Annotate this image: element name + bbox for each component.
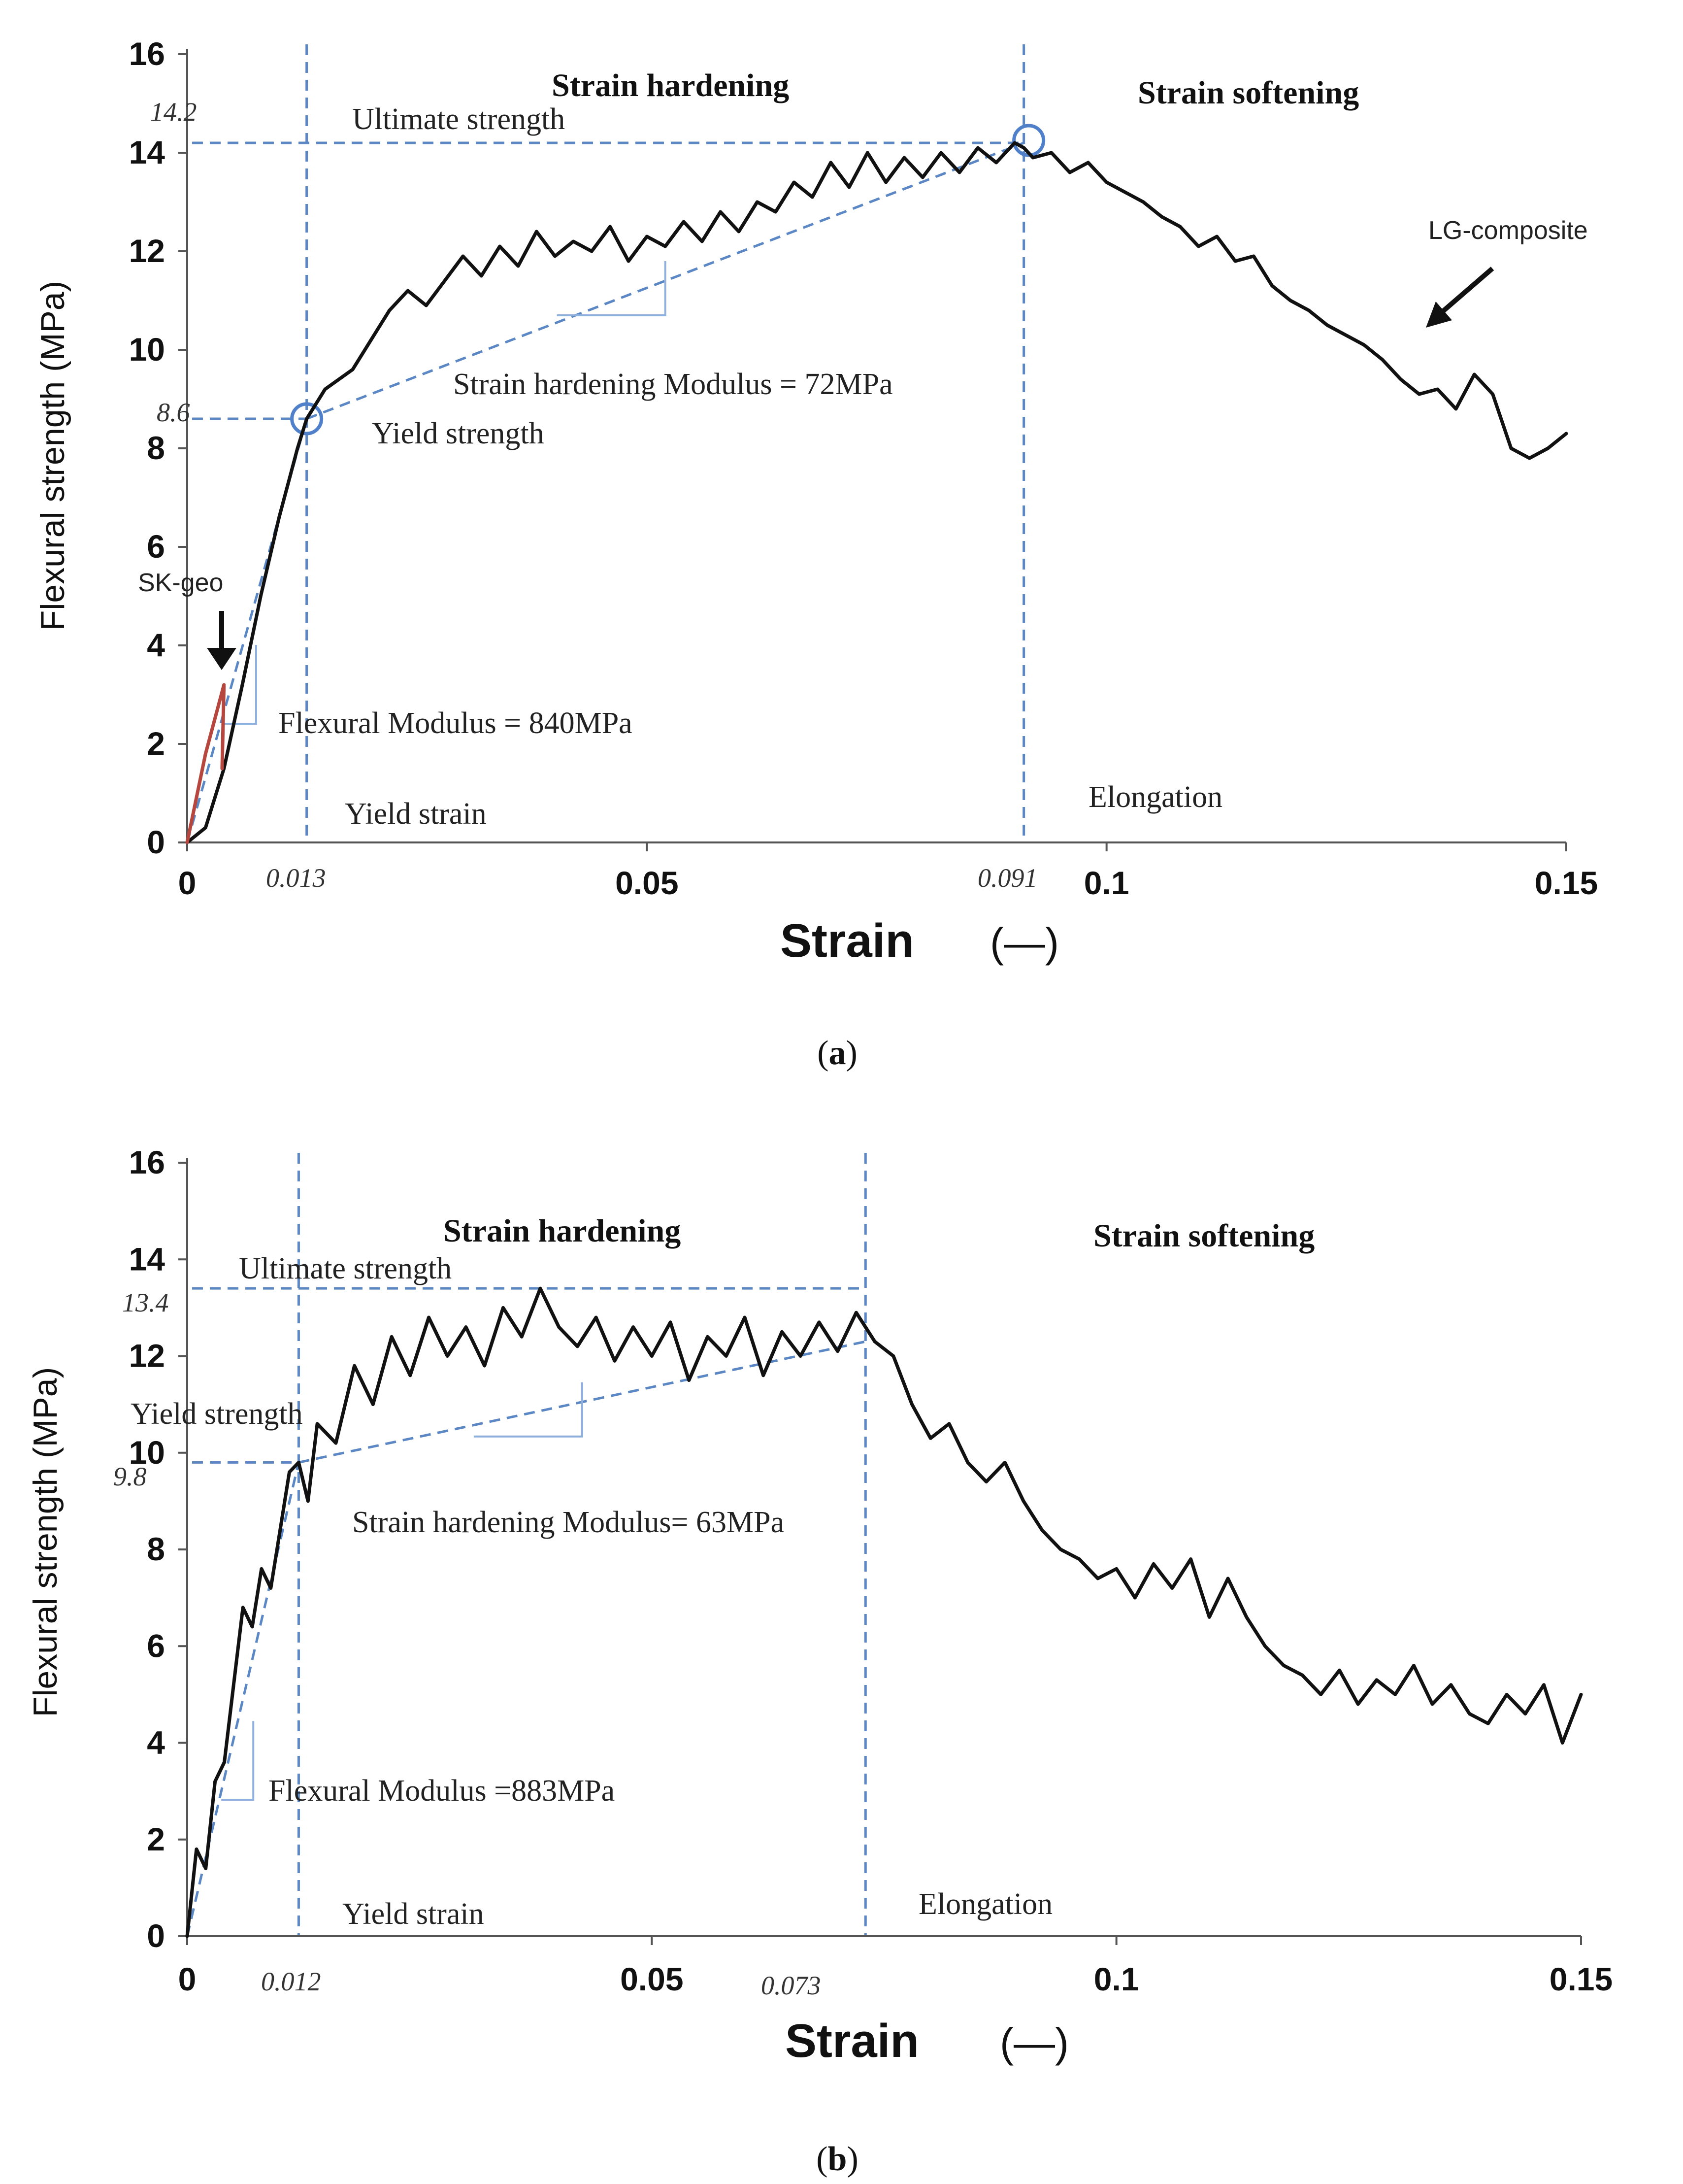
panel-label-letter-a: a (829, 1034, 846, 1072)
sk-geo-arrow-a (207, 611, 236, 670)
y-tick-label-b: 2 (147, 1821, 165, 1857)
x-tick-label-b: 0.15 (1550, 1961, 1613, 1997)
elongation-label-b: Elongation (919, 1887, 1053, 1921)
series-group-b (185, 1286, 1583, 1938)
series-line-b-0 (185, 1286, 1583, 1938)
x-tick-label-a: 0.05 (615, 865, 678, 901)
panel-label-close-a: ) (846, 1034, 858, 1072)
y-tick-label-a: 4 (147, 627, 165, 663)
region-hardening-label-b: Strain hardening (443, 1213, 681, 1249)
panel-label-b: (b) (816, 2140, 858, 2178)
y-axis-title-a: Flexural strength (MPa) (34, 281, 71, 631)
panel-label-close-b: ) (847, 2140, 858, 2178)
yield-strain-label-a: Yield strain (345, 797, 487, 831)
lg-composite-arrow-a (1426, 267, 1494, 328)
series-group-a (185, 124, 1568, 844)
y-tick-label-a: 16 (129, 35, 165, 72)
elastic-slope-triangle-b (221, 1721, 255, 1801)
y-axis-title-b: Flexural strength (MPa) (27, 1367, 64, 1717)
hardening-modulus-label-b: Strain hardening Modulus= 63MPa (352, 1506, 784, 1539)
ultimate-value-label-a: 14.2 (150, 97, 197, 127)
yield-strain-label-b: Yield strain (342, 1897, 484, 1931)
ultimate-value-label-b: 13.4 (122, 1288, 169, 1317)
x-axis-unit-a: (—) (990, 919, 1059, 966)
elongation-value-label-b: 0.073 (761, 1971, 821, 2000)
region-softening-label-b: Strain softening (1093, 1218, 1315, 1254)
y-tick-label-a: 12 (129, 233, 165, 269)
y-tick-label-a: 6 (147, 528, 165, 565)
x-tick-label-a: 0 (178, 865, 197, 901)
flexural-modulus-label-b: Flexural Modulus =883MPa (268, 1774, 615, 1808)
ultimate-strength-label-b: Ultimate strength (239, 1252, 452, 1285)
x-tick-label-a: 0.1 (1084, 865, 1129, 901)
axes-b: 0 2 4 6 8 10 12 14 16 0 0.05 0.1 0.15 (129, 1144, 1613, 1997)
y-tick-label-b: 16 (129, 1144, 165, 1180)
yield-value-label-b: 9.8 (113, 1462, 147, 1491)
y-tick-label-a: 10 (129, 331, 165, 368)
x-axis-title-a: Strain (780, 914, 914, 967)
region-softening-label-a: Strain softening (1138, 75, 1359, 111)
series-line-a-1 (185, 683, 226, 844)
y-tick-label-a: 0 (147, 824, 165, 860)
panel-label-letter-b: b (828, 2140, 847, 2178)
y-tick-label-b: 12 (129, 1338, 165, 1374)
yield-strain-value-label-b: 0.012 (261, 1967, 321, 1996)
x-tick-label-b: 0.1 (1094, 1961, 1139, 1997)
x-tick-label-a: 0.15 (1535, 865, 1598, 901)
lg-composite-label-a: LG-composite (1428, 216, 1588, 245)
yield-value-label-a: 8.6 (157, 398, 190, 427)
y-tick-label-b: 0 (147, 1917, 165, 1954)
hardening-modulus-label-a: Strain hardening Modulus = 72MPa (453, 368, 893, 401)
sk-geo-label-a: SK-geo (138, 569, 223, 597)
hardening-slope-triangle-a (557, 261, 666, 316)
x-axis-title-b: Strain (785, 2015, 919, 2067)
series-line-a-0 (185, 141, 1568, 844)
panel-label-open-a: ( (817, 1034, 828, 1072)
guide-lines-a (186, 44, 1025, 843)
x-tick-label-b: 0.05 (620, 1961, 683, 1997)
y-tick-label-b: 4 (147, 1724, 165, 1761)
yield-point-marker-a (290, 402, 324, 436)
y-tick-label-b: 8 (147, 1531, 165, 1567)
elongation-label-a: Elongation (1089, 780, 1222, 814)
x-tick-label-b: 0 (178, 1961, 197, 1997)
chart-panel-b: 0 2 4 6 8 10 12 14 16 0 0.05 0.1 0.15 Flexural stren… (27, 1144, 1613, 2178)
yield-strain-value-label-a: 0.013 (266, 863, 326, 893)
yield-strength-label-b: Yield strength (131, 1397, 303, 1431)
y-tick-label-b: 14 (129, 1241, 165, 1277)
x-axis-unit-b: (—) (1000, 2019, 1069, 2066)
panel-label-open-b: ( (816, 2140, 827, 2178)
axes-a: 0 2 4 6 8 10 12 14 16 0 0.05 0.1 0.15 (129, 35, 1598, 901)
yield-strength-label-a: Yield strength (372, 417, 544, 450)
panel-label-a: (a) (817, 1034, 858, 1072)
flexural-modulus-label-a: Flexural Modulus = 840MPa (278, 706, 632, 740)
y-tick-label-a: 8 (147, 430, 165, 466)
ultimate-strength-label-a: Ultimate strength (352, 102, 565, 136)
elastic-slope-guide-a (186, 418, 308, 843)
region-hardening-label-a: Strain hardening (552, 67, 789, 103)
y-tick-label-a: 2 (147, 725, 165, 762)
hardening-slope-triangle-b (473, 1382, 583, 1438)
elongation-value-label-a: 0.091 (978, 863, 1038, 893)
y-tick-label-b: 6 (147, 1627, 165, 1664)
hardening-slope-guide-a (306, 141, 1024, 420)
y-tick-label-a: 14 (129, 134, 165, 170)
y-tick-label-b: 10 (129, 1434, 165, 1471)
chart-panel-a: 0 2 4 6 8 10 12 14 16 0 0.05 0.1 0.15 Flexural stren… (34, 35, 1598, 1072)
